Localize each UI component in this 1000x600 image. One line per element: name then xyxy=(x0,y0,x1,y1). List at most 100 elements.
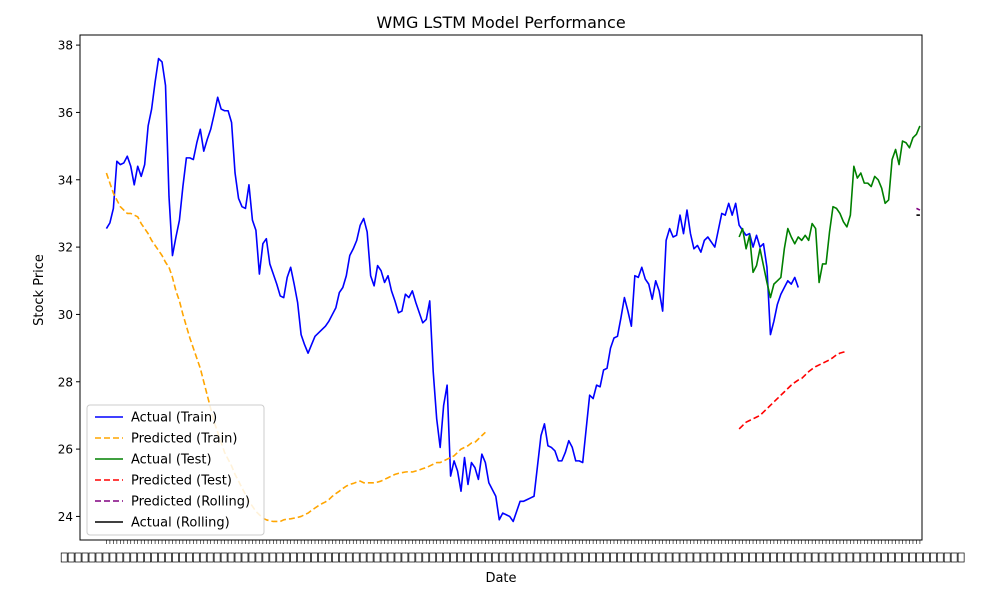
y-tick-label: 36 xyxy=(58,106,73,120)
x-tick-label-glyph xyxy=(158,552,165,563)
x-tick-label-glyph xyxy=(728,552,736,563)
x-tick-label-glyph xyxy=(137,552,145,563)
x-tick-marks xyxy=(60,540,965,563)
x-tick-label-glyph xyxy=(457,552,464,563)
x-tick-label-glyph xyxy=(450,552,457,563)
x-tick-label-glyph xyxy=(763,552,770,563)
y-tick-label: 26 xyxy=(58,443,73,457)
x-tick-label-glyph xyxy=(909,552,916,563)
x-tick-label-glyph xyxy=(916,552,923,563)
x-tick-label-glyph xyxy=(130,552,138,563)
x-tick-label-glyph xyxy=(895,552,902,563)
series-line-predicted-rolling xyxy=(916,207,921,211)
x-tick-label-glyph xyxy=(519,552,527,563)
x-tick-label-glyph xyxy=(109,552,117,563)
x-tick-label-glyph xyxy=(825,552,833,563)
x-tick-label-glyph xyxy=(60,552,68,563)
x-tick-label-glyph xyxy=(777,552,784,563)
x-tick-label-glyph xyxy=(610,552,617,563)
x-tick-label-glyph xyxy=(227,552,235,563)
x-tick-label-glyph xyxy=(693,552,701,563)
x-tick-label-glyph xyxy=(165,552,172,563)
x-tick-label-glyph xyxy=(589,552,596,563)
x-tick-label-glyph xyxy=(658,552,666,563)
x-tick-label-glyph xyxy=(380,552,388,563)
x-tick-label-glyph xyxy=(874,552,882,563)
x-tick-label-glyph xyxy=(304,552,311,563)
x-tick-label-glyph xyxy=(735,552,742,563)
x-tick-label-glyph xyxy=(192,552,200,563)
x-tick-label-glyph xyxy=(332,552,339,563)
x-tick-label-glyph xyxy=(297,552,304,563)
x-tick-label-glyph xyxy=(561,552,569,563)
legend-label: Actual (Rolling) xyxy=(131,516,230,531)
x-tick-label-glyph xyxy=(408,552,416,563)
x-tick-label-glyph xyxy=(172,552,179,563)
x-tick-label-glyph xyxy=(839,552,847,563)
x-tick-label-glyph xyxy=(923,552,930,563)
legend-label: Predicted (Rolling) xyxy=(131,495,250,510)
x-tick-label-glyph xyxy=(311,552,318,563)
y-tick-label: 34 xyxy=(58,173,73,187)
y-tick-label: 28 xyxy=(58,375,73,389)
x-tick-label-glyph xyxy=(554,552,562,563)
x-tick-label-glyph xyxy=(867,552,875,563)
x-tick-label-glyph xyxy=(498,552,506,563)
x-tick-label-glyph xyxy=(902,552,909,563)
x-tick-label-glyph xyxy=(846,552,854,563)
x-tick-label-glyph xyxy=(179,552,186,563)
x-tick-label-glyph xyxy=(881,552,888,563)
series-line-predicted-test xyxy=(738,350,848,430)
x-tick-label-glyph xyxy=(484,552,492,563)
x-tick-label-glyph xyxy=(269,552,277,563)
x-tick-label-glyph xyxy=(770,552,777,563)
x-tick-label-glyph xyxy=(505,552,513,563)
x-tick-label-glyph xyxy=(832,552,840,563)
x-tick-label-glyph xyxy=(186,552,193,563)
x-tick-label-glyph xyxy=(582,552,590,563)
x-tick-label-glyph xyxy=(624,552,631,563)
x-tick-label-glyph xyxy=(415,552,423,563)
x-tick-label-glyph xyxy=(123,552,131,563)
x-tick-label-glyph xyxy=(512,552,520,563)
y-axis-label: Stock Price xyxy=(32,254,47,326)
x-tick-label-glyph xyxy=(144,552,151,563)
x-tick-label-glyph xyxy=(422,552,430,563)
y-tick-label: 32 xyxy=(58,241,73,255)
x-tick-label-glyph xyxy=(700,552,708,563)
y-tick-label: 38 xyxy=(58,39,73,53)
y-tick-label: 24 xyxy=(58,510,73,524)
x-tick-label-glyph xyxy=(206,552,214,563)
series-line-actual-train xyxy=(105,57,799,523)
series-line-actual-test xyxy=(738,125,921,299)
x-tick-label-glyph xyxy=(679,552,687,563)
x-tick-label-glyph xyxy=(276,552,284,563)
x-tick-label-glyph xyxy=(596,552,603,563)
x-tick-label-glyph xyxy=(67,552,75,563)
x-tick-label-glyph xyxy=(797,552,805,563)
x-tick-label-glyph xyxy=(742,552,749,563)
chart-title: WMG LSTM Model Performance xyxy=(376,13,625,32)
x-tick-label-glyph xyxy=(248,552,256,563)
x-axis-label: Date xyxy=(485,571,516,586)
x-tick-label-glyph xyxy=(811,552,819,563)
x-tick-label-glyph xyxy=(818,552,826,563)
x-tick-label-glyph xyxy=(464,552,471,563)
legend-label: Actual (Test) xyxy=(131,453,212,468)
x-tick-label-glyph xyxy=(213,552,221,563)
x-tick-label-glyph xyxy=(630,552,638,563)
x-tick-label-glyph xyxy=(804,552,812,563)
x-tick-label-glyph xyxy=(436,552,444,563)
x-tick-label-glyph xyxy=(443,552,450,563)
x-tick-label-glyph xyxy=(533,552,541,563)
x-tick-label-glyph xyxy=(352,552,360,563)
x-tick-label-glyph xyxy=(241,552,249,563)
x-tick-label-glyph xyxy=(366,552,374,563)
x-tick-label-glyph xyxy=(255,552,263,563)
x-tick-label-glyph xyxy=(936,552,944,563)
legend: Actual (Train) Predicted (Train) Actual (T… xyxy=(86,404,265,536)
x-tick-label-glyph xyxy=(547,552,555,563)
x-tick-label-glyph xyxy=(617,552,624,563)
x-tick-label-glyph xyxy=(749,552,756,563)
